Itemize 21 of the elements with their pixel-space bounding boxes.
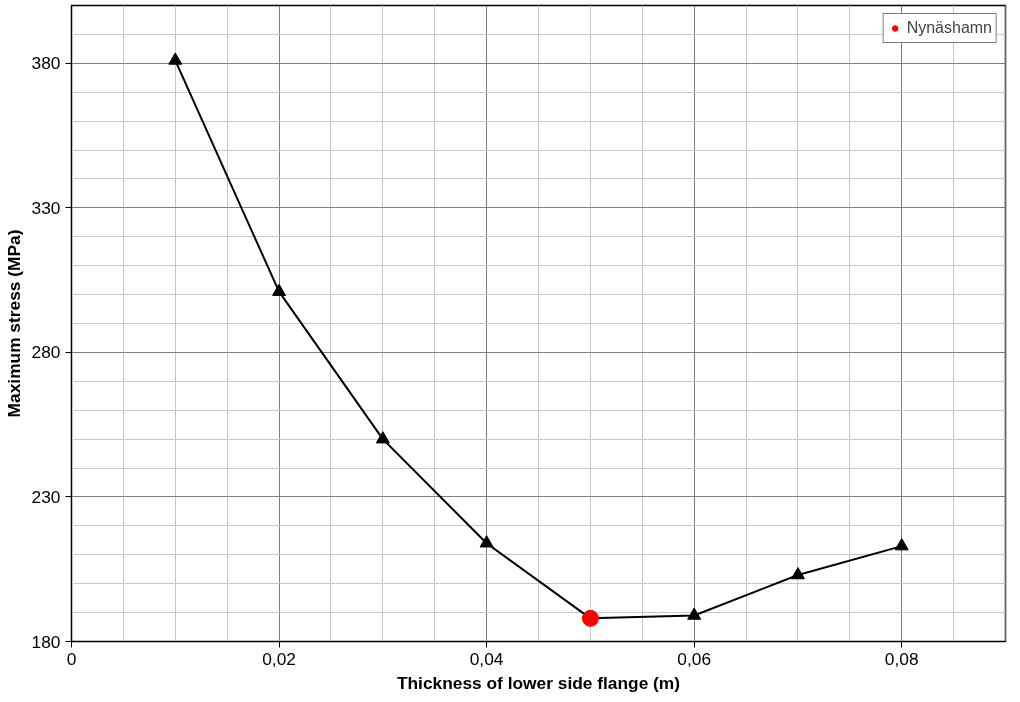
legend-label: Nynäshamn (906, 19, 992, 37)
point (479, 535, 494, 548)
point (581, 609, 599, 627)
y-tick-label: 180 (31, 631, 61, 652)
x-tick-label: 0,08 (884, 648, 919, 669)
point (894, 538, 909, 551)
point (272, 283, 287, 296)
y-tick-label: 280 (31, 342, 61, 363)
point (375, 431, 390, 444)
x-axis-title: Thickness of lower side flange (m) (396, 672, 681, 693)
y-axis-title: Maximum stress (MPa) (3, 229, 24, 418)
point (168, 52, 183, 65)
y-tick-label: 230 (31, 486, 61, 507)
point (790, 567, 805, 580)
point (687, 607, 702, 620)
y-tick-label: 330 (31, 197, 61, 218)
y-tick-label: 380 (31, 53, 61, 74)
x-tick-label: 0,04 (469, 648, 504, 669)
x-tick-label: 0 (66, 648, 77, 669)
x-tick-label: 0,02 (262, 648, 296, 669)
x-tick-label: 0,06 (677, 648, 712, 669)
